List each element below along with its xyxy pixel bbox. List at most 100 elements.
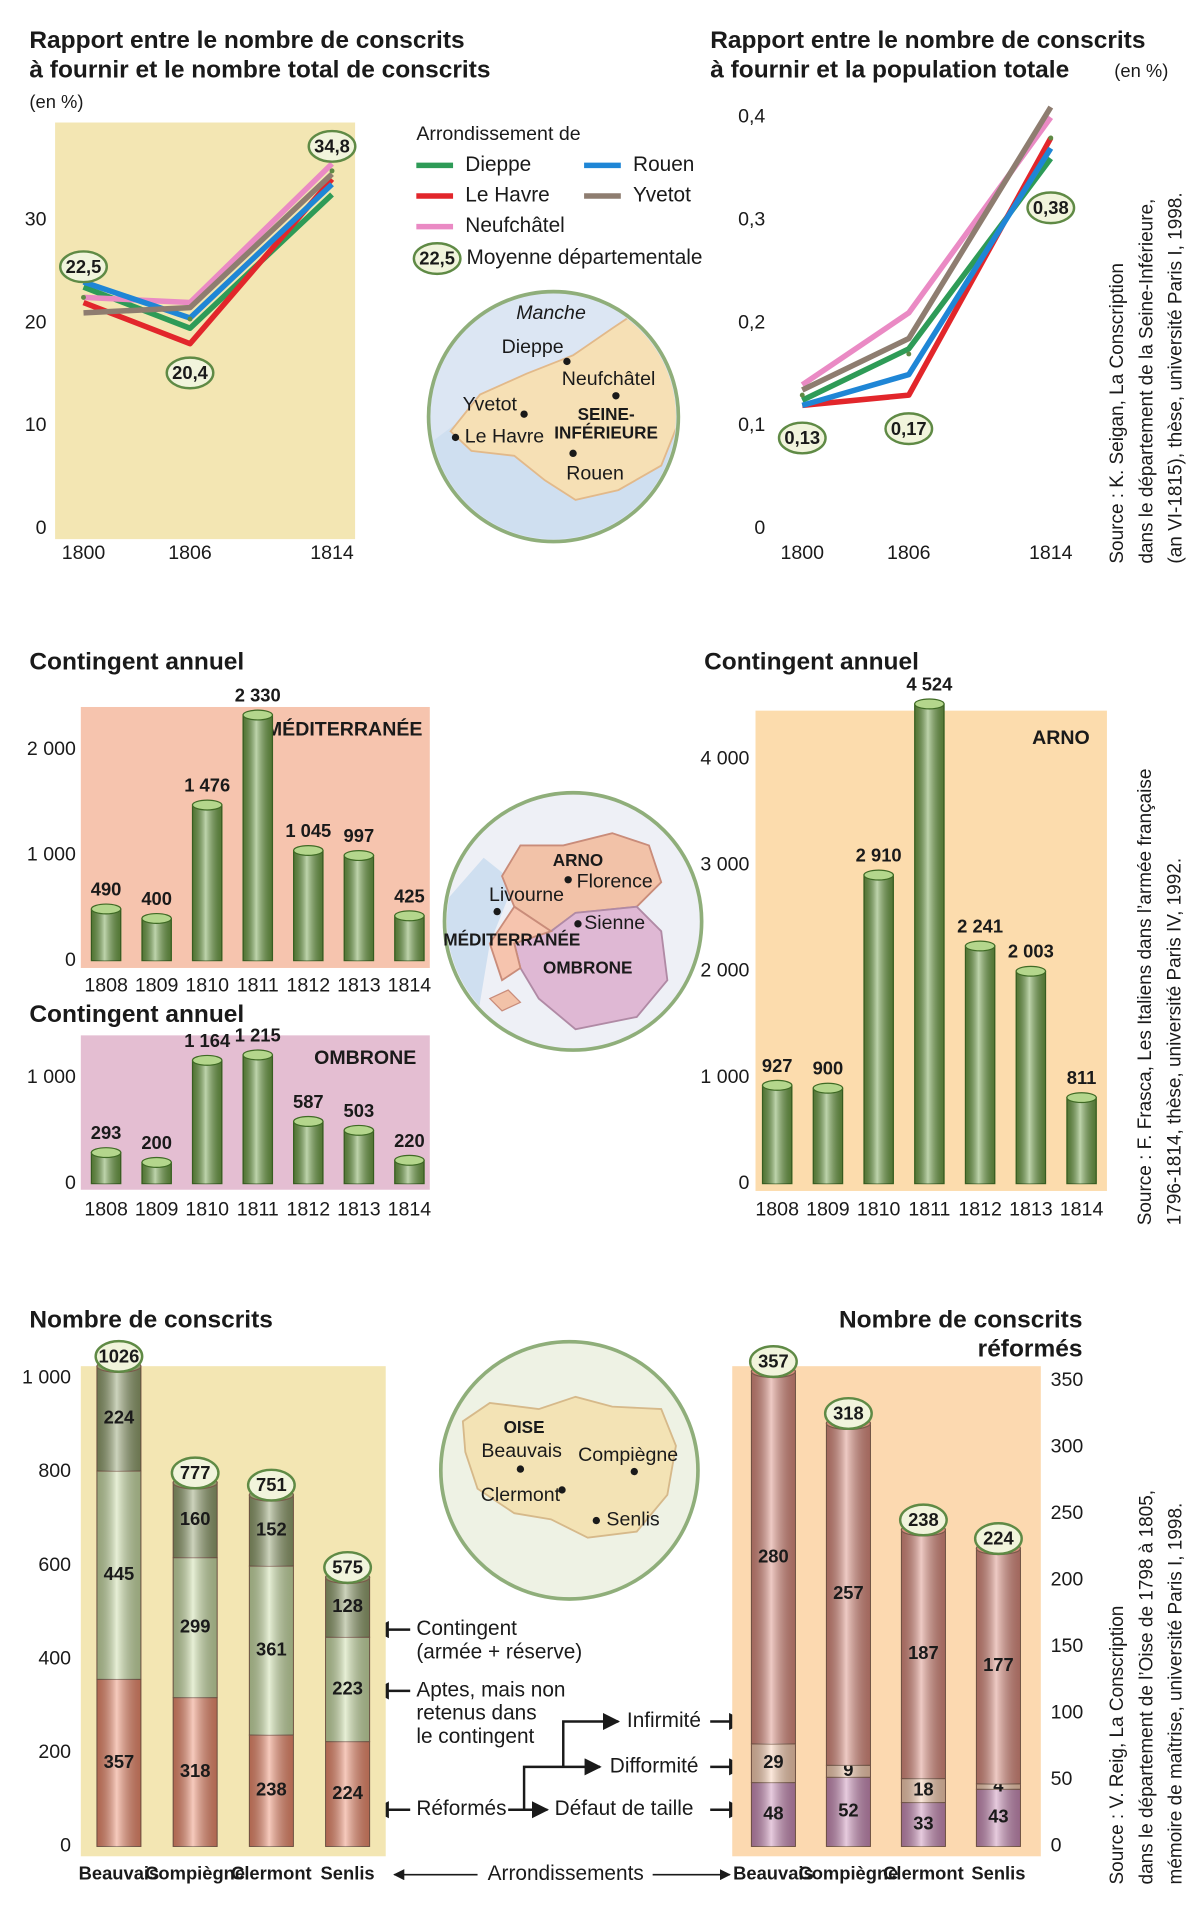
bar-cap xyxy=(394,910,425,922)
value-label: 0,17 xyxy=(891,418,927,439)
bar-cap xyxy=(343,1124,375,1136)
x-tick-label: 1811 xyxy=(237,1199,279,1221)
y-tick-label: 3 000 xyxy=(700,854,749,876)
map-label: Compiègne xyxy=(578,1444,678,1466)
region-label: MÉDITERRANÉE xyxy=(266,717,423,740)
bar-shine xyxy=(1016,971,1046,1184)
bar-shine xyxy=(192,1060,222,1184)
value-label: 490 xyxy=(91,878,122,899)
bar-shine xyxy=(243,715,273,961)
y-tick-label: 0 xyxy=(739,1172,750,1194)
bar-shine xyxy=(173,1482,218,1558)
segment-label: 361 xyxy=(256,1638,287,1659)
value-label: 2 910 xyxy=(856,845,902,866)
x-tick-label: 1812 xyxy=(958,1199,1002,1221)
y-tick-label: 600 xyxy=(38,1554,71,1576)
series-line xyxy=(802,136,1054,409)
value-label: 503 xyxy=(344,1100,375,1121)
value-label: 1 215 xyxy=(235,1024,281,1045)
y-tick-label: 350 xyxy=(1051,1369,1084,1391)
value-label: 1 164 xyxy=(184,1030,231,1051)
city-dot xyxy=(558,1486,566,1494)
legend-label: Le Havre xyxy=(465,184,549,207)
value-label: 575 xyxy=(332,1557,363,1578)
y-tick-label: 100 xyxy=(1051,1702,1084,1724)
value-label: 1 476 xyxy=(184,775,230,796)
legend-label: Réformés xyxy=(416,1797,506,1820)
chart-title: Contingent annuel xyxy=(704,648,919,675)
bar-cap xyxy=(964,940,996,952)
bar-shine xyxy=(965,946,995,1184)
value-bubble xyxy=(59,250,108,284)
map-region-mediterranee xyxy=(488,905,554,982)
value-label: 293 xyxy=(91,1122,122,1143)
segment-label: 18 xyxy=(913,1778,933,1799)
y-tick-label: 4 000 xyxy=(700,748,749,770)
x-tick-label: 1814 xyxy=(310,542,354,564)
average-point xyxy=(799,392,805,398)
chart-title: Nombre de conscrits xyxy=(839,1306,1082,1333)
value-label: 927 xyxy=(762,1055,793,1076)
value-label: 357 xyxy=(758,1351,789,1372)
chart-unit: (en %) xyxy=(29,91,83,112)
value-bubble xyxy=(1026,191,1076,225)
y-tick-label: 0 xyxy=(36,517,47,539)
bar-cap xyxy=(191,799,223,811)
x-tick-label: 1808 xyxy=(84,1199,128,1221)
value-bubble xyxy=(884,412,934,446)
y-tick-label: 200 xyxy=(38,1741,71,1763)
series-line xyxy=(801,146,1054,409)
bar-cap xyxy=(394,1154,425,1166)
source-text: Source : V. Reig, La Conscription xyxy=(1107,1606,1128,1885)
bar-shine xyxy=(243,1054,273,1184)
bar-shine xyxy=(325,1741,370,1847)
map-dots xyxy=(516,1465,638,1525)
average-point xyxy=(906,351,912,357)
bar-cap xyxy=(761,1079,793,1091)
bar-cap xyxy=(90,903,122,915)
bar-cap xyxy=(242,709,274,721)
chart-title: Rapport entre le nombre de conscrits xyxy=(29,27,464,54)
x-tick-label: 1813 xyxy=(337,1199,381,1221)
map-normandie xyxy=(426,289,681,544)
segment-label: 224 xyxy=(332,1782,363,1803)
chart-title: réformés xyxy=(978,1336,1083,1363)
segment-label: 187 xyxy=(908,1642,939,1663)
bar-shine xyxy=(325,1577,370,1638)
bar-shine xyxy=(249,1735,294,1847)
x-tick-label: 1809 xyxy=(806,1199,850,1221)
bar-shine xyxy=(293,1121,324,1184)
legend-label: Yvetot xyxy=(633,184,691,207)
bar-cap xyxy=(343,850,375,862)
source-text: dans le département de l’Oise de 1798 à … xyxy=(1136,1490,1157,1885)
x-tick-label: 1811 xyxy=(908,1199,950,1221)
value-bubble xyxy=(246,1468,296,1502)
chart-title: Rapport entre le nombre de conscrits xyxy=(710,27,1145,54)
bar-shine xyxy=(173,1557,218,1698)
chart-title: à fournir et la population totale xyxy=(710,57,1069,84)
map-label: INFÉRIEURE xyxy=(554,422,658,442)
segment-label: 238 xyxy=(256,1779,287,1800)
y-tick-label: 1 000 xyxy=(27,843,76,865)
value-label: 587 xyxy=(293,1091,324,1112)
x-tick-label: Compiègne xyxy=(798,1863,898,1884)
bar-shine xyxy=(91,908,121,961)
average-point xyxy=(81,294,86,300)
segment-label: 160 xyxy=(180,1508,211,1529)
value-label: 4 524 xyxy=(906,673,953,694)
legend-label: Aptes, mais non xyxy=(416,1678,565,1701)
x-tick-label: 1806 xyxy=(168,542,212,564)
x-tick-label: 1813 xyxy=(337,975,381,997)
city-dot xyxy=(569,449,577,458)
map-label: OMBRONE xyxy=(543,958,632,978)
map-island xyxy=(488,989,522,1012)
y-tick-label: 250 xyxy=(1051,1502,1084,1524)
y-tick-label: 1 000 xyxy=(27,1066,76,1088)
bar-shine xyxy=(901,1802,946,1847)
map-label: Sienne xyxy=(584,912,645,934)
bar-shine xyxy=(762,1085,792,1184)
bar-cap xyxy=(90,1147,122,1159)
y-tick-label: 20 xyxy=(25,311,47,333)
value-bubble xyxy=(94,1339,144,1373)
segment-label: 152 xyxy=(256,1518,287,1539)
